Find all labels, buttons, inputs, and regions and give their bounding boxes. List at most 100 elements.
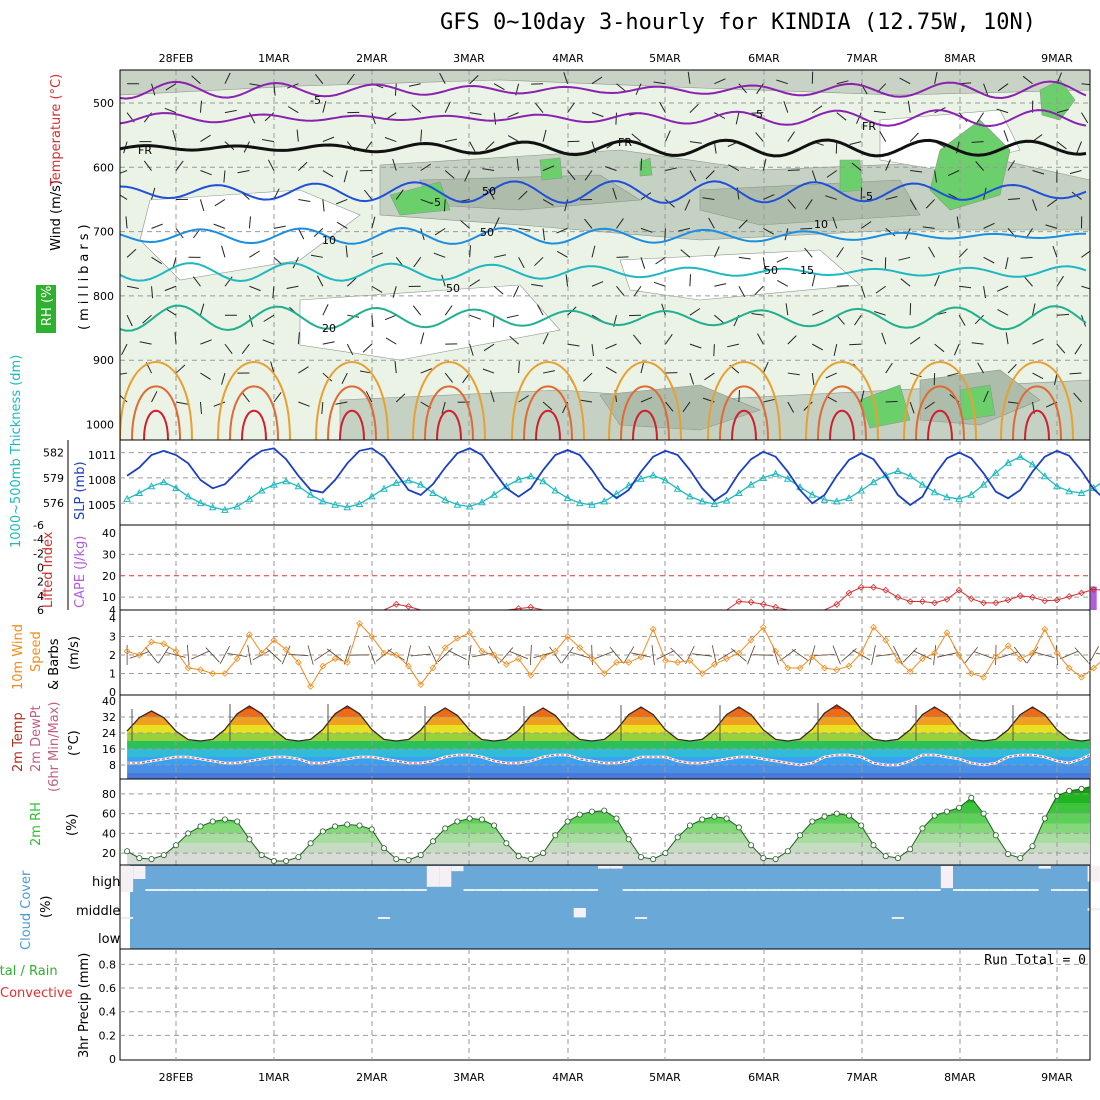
- wind-barb: [689, 274, 691, 287]
- precip-axis-label: 3hr Precip (mm): [77, 953, 92, 1058]
- cloud-gap-high-thin: [720, 889, 733, 891]
- rh-point: [1005, 851, 1012, 858]
- thickness-point: [832, 497, 841, 505]
- thickness-point: [478, 498, 486, 506]
- thickness-point: [306, 490, 315, 498]
- wind-barb: [322, 372, 333, 382]
- wind-barb: [139, 341, 152, 345]
- warm-contour: [620, 385, 670, 440]
- wind-barb: [665, 334, 673, 345]
- wind-barb: [493, 285, 504, 295]
- wind-barb: [1045, 224, 1058, 229]
- wind-barb: [616, 218, 624, 229]
- rh-point: [393, 856, 400, 863]
- wind-barb: [126, 314, 133, 327]
- wind10-point: [295, 659, 302, 666]
- rh-point: [760, 855, 767, 862]
- cloud-axis-label: Cloud Cover: [19, 870, 34, 950]
- wind-barb: [983, 390, 989, 403]
- cloud-gap-high-thin: [806, 889, 819, 891]
- thickness-point: [869, 478, 878, 486]
- rh-point: [270, 858, 277, 865]
- wind-barb: [507, 112, 519, 118]
- wind-barb: [151, 187, 156, 200]
- contour-label: -5: [430, 196, 441, 209]
- lifted-index-point: [870, 583, 877, 591]
- wind-barb: [321, 401, 324, 414]
- wind-barb: [875, 285, 886, 294]
- upper-air-grid: [120, 70, 1090, 440]
- rh-point: [772, 856, 779, 863]
- wind-barb: [874, 311, 886, 316]
- wind-barb: [483, 343, 495, 352]
- wind-barb: [175, 160, 184, 171]
- wind10-barb: [753, 654, 774, 656]
- wind10-point: [1078, 673, 1085, 681]
- cloud-gap-high-thin: [757, 889, 770, 891]
- wind-barb: [420, 198, 433, 205]
- lifted-tick-label: -2: [33, 547, 44, 560]
- rh-point: [332, 823, 339, 830]
- wind-barb: [812, 309, 824, 316]
- cloud-level-high: high: [92, 875, 120, 890]
- wind-barb: [910, 372, 922, 378]
- cloud-gap-high: [940, 866, 953, 889]
- thickness-point: [172, 483, 180, 491]
- cloud-gap-high-thin: [708, 889, 721, 891]
- wind-barb: [909, 336, 921, 345]
- cape-tick-label: 40: [102, 527, 116, 540]
- cape-tick-label: 4: [109, 604, 116, 617]
- thickness-point: [526, 472, 535, 480]
- wind-barb: [199, 100, 202, 113]
- wind10-point: [833, 666, 841, 674]
- lifted-index-point: [906, 598, 914, 605]
- wind-barb: [689, 372, 695, 385]
- warm-contour: [927, 409, 953, 440]
- wind-barb: [714, 283, 727, 287]
- wind-barb: [612, 187, 617, 200]
- rh-tick-label: 40: [102, 827, 116, 840]
- warm-contour: [217, 361, 291, 440]
- wind-barb: [605, 366, 617, 374]
- wind-barb: [488, 188, 495, 200]
- slp-tick-label: 1005: [88, 499, 116, 512]
- wind10-point: [209, 670, 217, 677]
- rh-tick-label: 60: [102, 808, 116, 821]
- thickness-point: [673, 484, 682, 492]
- rh-point: [454, 818, 461, 825]
- rh-point: [515, 853, 522, 860]
- cloud-gap-high-thin: [647, 889, 660, 891]
- rh-contour-area: [120, 70, 1090, 96]
- wind-barb: [286, 285, 299, 289]
- thickness-point: [979, 480, 988, 488]
- wind-barb: [1003, 130, 1009, 142]
- wind-barb: [909, 401, 915, 414]
- wind-barb: [924, 401, 935, 410]
- wind-barb: [335, 401, 348, 405]
- wind-barb: [974, 314, 984, 325]
- wind-barb: [1052, 245, 1058, 258]
- wind10-barb: [974, 651, 994, 659]
- temperature-tick-label: 40: [102, 695, 116, 708]
- cloud-gap-high-thin: [769, 889, 782, 891]
- wind10-barb: [1088, 646, 1099, 664]
- date-label-bottom: 8MAR: [944, 1071, 976, 1084]
- wind-barb: [689, 103, 699, 113]
- rh-line: [124, 785, 1090, 865]
- lifted-index-point: [405, 603, 412, 610]
- wind-barb: [164, 285, 177, 292]
- wind10-line: [123, 620, 1100, 690]
- wind10-barb: [772, 645, 779, 665]
- cloud-gap-high-thin: [1014, 889, 1027, 891]
- wind-barb: [444, 101, 451, 113]
- wind-barb: [1056, 109, 1069, 114]
- wind-barb: [825, 372, 837, 379]
- wind-barb: [860, 286, 866, 298]
- cloud-gap-high-thin: [512, 889, 525, 891]
- wind-barb: [1056, 343, 1066, 354]
- wind-barb: [126, 248, 137, 258]
- date-label-bottom: 4MAR: [552, 1071, 584, 1084]
- wind-barb: [714, 314, 724, 324]
- wind-barb: [836, 112, 847, 121]
